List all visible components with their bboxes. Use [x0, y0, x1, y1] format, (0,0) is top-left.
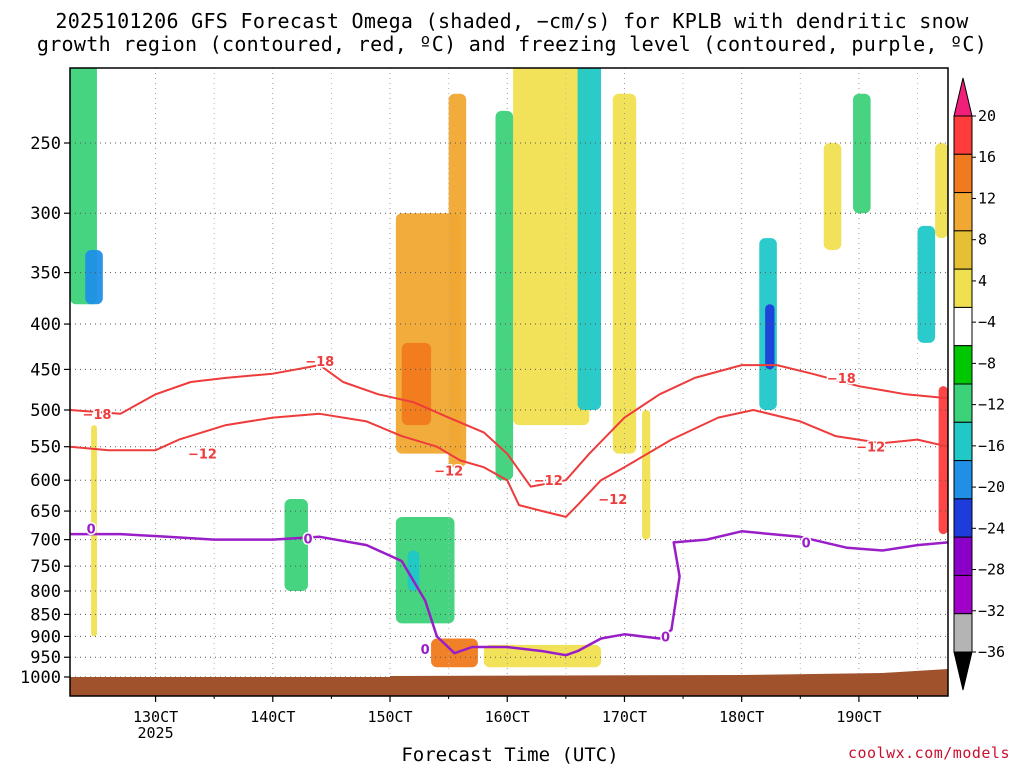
- omega-positive-band-5: [483, 644, 602, 668]
- dgz-label-1-2: −12: [534, 474, 563, 489]
- dgz-contour-0: [70, 364, 948, 488]
- colorbar-segment-5: [953, 306, 973, 347]
- terrain-fill: [70, 669, 948, 696]
- omega-positive-band-0: [91, 425, 97, 637]
- x-tick-label-5: 180CT: [719, 708, 764, 726]
- y-tick-label-14: 950: [30, 648, 61, 668]
- colorbar-label-2: 12: [978, 189, 996, 207]
- omega-negative-band-8: [765, 304, 775, 370]
- y-tick-label-2: 350: [30, 264, 61, 284]
- y-tick-label-0: 250: [30, 134, 61, 154]
- omega-negative-band-0: [70, 68, 97, 305]
- omega-positive-band-11: [938, 386, 948, 535]
- colorbar-label-4: 4: [978, 272, 987, 290]
- x-tick-year-label: 2025: [138, 724, 174, 742]
- site-credit[interactable]: coolwx.com/models: [847, 744, 1010, 762]
- omega-negative-band-6: [577, 68, 602, 410]
- freezing-level-label-0: 0: [87, 522, 96, 537]
- colorbar-label-11: −28: [978, 561, 1005, 579]
- colorbar-segment-6: [953, 345, 973, 385]
- colorbar-segment-11: [953, 536, 973, 576]
- y-tick-label-3: 400: [30, 315, 61, 335]
- colorbar-label-1: 16: [978, 148, 996, 166]
- omega-negative-band-3: [395, 516, 455, 624]
- omega-negative-band-1: [85, 249, 103, 305]
- colorbar-label-7: −12: [978, 396, 1005, 414]
- colorbar-label-12: −32: [978, 602, 1005, 620]
- colorbar-segment-8: [953, 421, 973, 462]
- y-tick-label-13: 900: [30, 627, 61, 647]
- x-tick-label-4: 170CT: [602, 708, 647, 726]
- colorbar-segment-3: [953, 230, 973, 270]
- freezing-level-label-4: 0: [802, 536, 811, 551]
- colorbar-label-0: 20: [978, 107, 996, 125]
- colorbar-segment-0: [953, 115, 973, 155]
- y-tick-label-8: 650: [30, 502, 61, 522]
- dgz-label-1-4: −12: [856, 441, 885, 456]
- x-tick-label-0: 130CT: [133, 708, 178, 726]
- colorbar-segment-13: [953, 613, 973, 653]
- y-tick-label-4: 450: [30, 360, 61, 380]
- dgz-label-0-0: −18: [82, 408, 111, 423]
- omega-positive-band-3: [448, 93, 467, 468]
- colorbar-segment-2: [953, 192, 973, 232]
- omega-negative-band-2: [284, 499, 308, 592]
- omega-positive-band-9: [823, 143, 842, 250]
- y-tick-label-5: 500: [30, 401, 61, 421]
- colorbar-segment-7: [953, 383, 973, 423]
- freezing-level-label-1: 0: [303, 533, 312, 548]
- colorbar-segment-12: [953, 574, 973, 615]
- freezing-level-label-3: 0: [661, 630, 670, 645]
- omega-positive-band-2: [401, 342, 432, 426]
- omega-negative-band-10: [917, 225, 936, 343]
- colorbar-label-13: −36: [978, 643, 1005, 661]
- dgz-label-0-2: −18: [827, 372, 856, 387]
- freezing-level-label-2: 0: [421, 643, 430, 658]
- dgz-contour-1: [70, 409, 948, 518]
- omega-negative-band-4: [407, 550, 420, 592]
- y-tick-label-7: 600: [30, 471, 61, 491]
- colorbar-segment-9: [953, 460, 973, 500]
- freezing-level-contour: [70, 530, 948, 657]
- dgz-label-1-1: −12: [434, 464, 463, 479]
- y-tick-label-12: 850: [30, 605, 61, 625]
- y-tick-label-11: 800: [30, 582, 61, 602]
- colorbar-top-arrow: [953, 77, 973, 117]
- colorbar-segment-10: [953, 498, 973, 538]
- colorbar-segment-1: [953, 153, 973, 194]
- colorbar-label-3: 8: [978, 231, 987, 249]
- y-tick-label-6: 550: [30, 438, 61, 458]
- omega-positive-band-8: [642, 410, 651, 540]
- y-tick-label-9: 700: [30, 531, 61, 551]
- plot-frame: [69, 67, 949, 697]
- x-tick-label-3: 160CT: [485, 708, 530, 726]
- colorbar-label-6: −8: [978, 354, 996, 372]
- omega-positive-band-6: [513, 68, 590, 426]
- y-tick-label-1: 300: [30, 204, 61, 224]
- y-tick-label-10: 750: [30, 557, 61, 577]
- y-tick-label-15: 1000: [20, 668, 61, 688]
- x-axis-label: Forecast Time (UTC): [401, 744, 619, 766]
- omega-positive-band-10: [935, 143, 948, 239]
- dgz-label-0-1: −18: [305, 355, 334, 370]
- colorbar-label-8: −16: [978, 437, 1005, 455]
- x-tick-label-1: 140CT: [250, 708, 295, 726]
- colorbar-bottom-arrow: [953, 651, 973, 691]
- colorbar-label-9: −20: [978, 478, 1005, 496]
- chart-title-line1: 2025101206 GFS Forecast Omega (shaded, −…: [55, 9, 969, 33]
- x-tick-label-6: 190CT: [836, 708, 881, 726]
- dgz-label-1-0: −12: [188, 448, 217, 463]
- dgz-label-1-3: −12: [598, 493, 627, 508]
- colorbar-label-5: −4: [978, 313, 996, 331]
- x-tick-label-2: 150CT: [367, 708, 412, 726]
- chart-title-line2: growth region (contoured, red, ºC) and f…: [36, 32, 988, 56]
- omega-negative-band-9: [853, 93, 871, 214]
- colorbar-label-10: −24: [978, 519, 1005, 537]
- omega-negative-band-5: [495, 110, 514, 481]
- colorbar-segment-4: [953, 268, 973, 308]
